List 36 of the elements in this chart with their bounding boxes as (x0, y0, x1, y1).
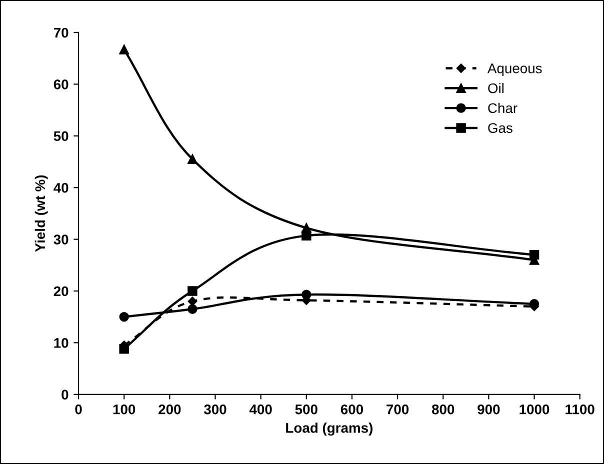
x-tick-label: 300 (204, 404, 226, 414)
x-axis-title: Load (grams) (286, 422, 372, 436)
x-tick-label: 400 (249, 404, 272, 414)
y-tick-label: 50 (54, 131, 68, 142)
y-tick-label: 0 (62, 390, 68, 400)
y-tick-label: 10 (54, 338, 68, 348)
point (302, 230, 312, 241)
point (529, 250, 540, 260)
x-tick-label: 900 (478, 404, 500, 414)
x-tick-label: 700 (386, 404, 409, 414)
y-tick-label: 60 (54, 80, 68, 90)
legend-label: Gas (488, 123, 512, 133)
legend-label: Aqueous (487, 64, 542, 76)
y-tick-label: 70 (54, 28, 68, 38)
x-tick-label: 500 (295, 404, 318, 414)
point (188, 304, 198, 314)
x-tick-label: 800 (432, 404, 454, 414)
point (188, 296, 198, 306)
y-tick-label: 40 (54, 182, 68, 193)
x-tick-label: 600 (340, 404, 363, 414)
legend-label: Char (488, 102, 518, 114)
y-tick-label: 30 (54, 234, 68, 244)
x-tick-label: 0 (75, 404, 82, 414)
point (188, 286, 198, 296)
legend-label: Oil (488, 82, 504, 94)
x-tick-label: 1100 (566, 404, 594, 414)
point (119, 44, 129, 54)
x-tick-label: 100 (113, 404, 136, 414)
point (119, 312, 129, 322)
y-axis-title: Yield (wt %) (34, 175, 48, 252)
y-tick-label: 20 (54, 286, 68, 296)
point (119, 344, 129, 354)
point (302, 290, 312, 300)
x-tick-label: 1000 (520, 404, 550, 414)
x-tick-label: 200 (158, 404, 181, 414)
point (188, 154, 198, 164)
